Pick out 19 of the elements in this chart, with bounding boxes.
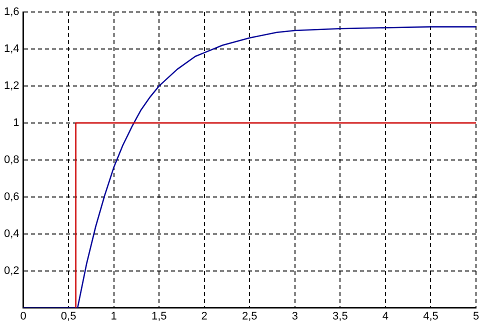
y-tick-label: 1 (13, 116, 20, 129)
x-tick-label: 4,5 (423, 310, 438, 322)
x-tick-label: 2 (201, 310, 208, 322)
y-tick-label: 0,4 (4, 228, 20, 240)
x-tick-label: 3 (292, 310, 298, 322)
y-tick-label: 1,6 (4, 6, 20, 18)
x-tick-label: 1,5 (151, 310, 167, 322)
y-tick-label: 1,2 (4, 80, 20, 92)
x-tick-label: 2,5 (242, 310, 258, 322)
y-tick-label: 0,8 (4, 154, 20, 166)
x-tick-label: 4 (382, 310, 389, 322)
x-tick-label: 5 (472, 310, 480, 322)
x-tick-label: 0 (20, 310, 26, 322)
y-tick-label: 0,6 (4, 190, 20, 203)
y-tick-label: 0,2 (4, 264, 20, 277)
x-tick-label: 3,5 (332, 310, 348, 322)
x-tick-label: 0,5 (60, 310, 76, 322)
y-tick-label: 1,4 (4, 43, 20, 56)
x-tick-label: 1 (110, 310, 117, 322)
